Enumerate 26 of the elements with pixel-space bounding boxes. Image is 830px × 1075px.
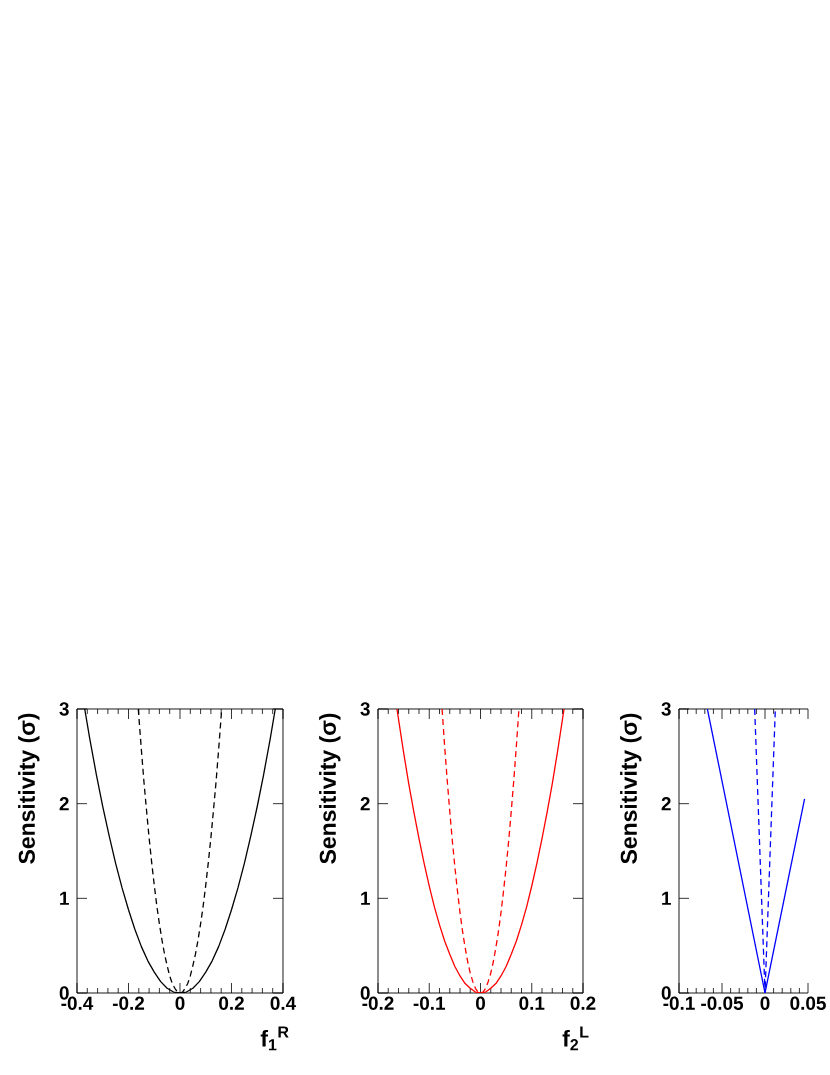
y-tick-label: 1 <box>60 891 69 905</box>
y-axis-title: Sensitivity (σ) <box>319 713 341 864</box>
y-axis-title: Sensitivity (σ) <box>18 713 40 864</box>
x-tick-label: 0.2 <box>570 996 596 1010</box>
y-tick-label: 2 <box>661 797 671 811</box>
x-tick-label: 0.05 <box>790 996 826 1010</box>
y-tick-label: 1 <box>361 891 370 905</box>
y-tick-label: 2 <box>360 797 370 811</box>
x-axis-title: f$_{2}$L <box>562 1026 589 1051</box>
x-tick-label: 0.2 <box>219 996 244 1010</box>
y-tick-label: 3 <box>661 702 671 716</box>
x-tick-label: 0 <box>760 996 770 1010</box>
y-tick-label: 3 <box>59 702 69 716</box>
y-axis-title: Sensitivity (σ) <box>620 713 642 864</box>
x-tick-label: -0.1 <box>413 996 446 1010</box>
y-tick-label: 2 <box>59 797 69 811</box>
y-tick-label: 1 <box>662 891 671 905</box>
x-tick-label: 0.1 <box>519 996 545 1010</box>
line-series <box>396 709 565 993</box>
y-tick-label: 3 <box>360 702 370 716</box>
x-tick-label: 0 <box>475 996 485 1010</box>
x-tick-label: 0 <box>175 996 185 1010</box>
x-tick-label: -0.2 <box>112 996 145 1010</box>
x-axis-title: f$_{1}$R <box>260 1026 289 1051</box>
x-tick-label: -0.05 <box>701 996 744 1010</box>
x-tick-label: 0.4 <box>270 996 297 1010</box>
